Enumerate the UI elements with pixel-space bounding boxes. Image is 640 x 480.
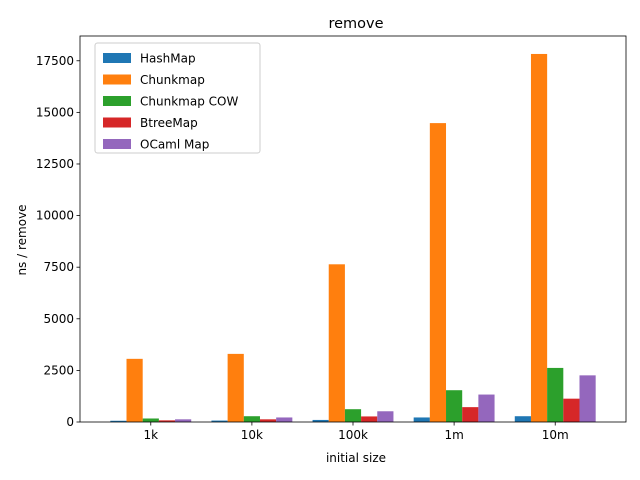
chart-title: remove [328,16,383,32]
y-axis-label: ns / remove [15,204,29,275]
x-tick-label-10m: 10m [542,428,569,442]
legend-swatch-chunkmap-cow [103,96,131,106]
legend-box [94,42,261,154]
bar-chunkmap-100k [328,264,345,422]
plot-area: 1k 10k 100k 1m 10m 0 2500 5000 7500 10000 12500 150… [36,35,627,442]
legend-swatch-hashmap [103,53,131,63]
legend-swatch-chunkmap [103,74,131,85]
bar-btreemap-100k [361,416,378,422]
legend-swatch-ocaml-map [103,139,131,149]
y-tick-label-17500: 17500 [36,54,74,68]
y-tick-label-0: 0 [66,415,74,429]
y-tick-label-2500: 2500 [43,363,74,377]
bar-btreemap-1m [462,407,479,422]
bar-chunkmap-10m [530,53,548,423]
x-tick-label-1k: 1k [143,428,158,442]
legend-label-btreemap: BtreeMap [140,116,198,130]
x-tick-label-1m: 1m [444,428,463,442]
y-tick-label-7500: 7500 [43,260,74,274]
bar-chunkmap-cow-1k [142,418,159,422]
bar-hashmap-1m [413,417,430,422]
y-tick-label-15000: 15000 [36,105,74,119]
bar-ocaml-map-10m [579,375,596,422]
bar-chunkmap-1k [126,358,143,422]
y-tick-label-12500: 12500 [36,157,74,171]
bar-chunkmap-1m [429,123,447,423]
legend-swatch-btreemap [103,117,131,128]
y-tick-label-5000: 5000 [43,312,74,326]
bar-hashmap-10m [514,416,531,422]
bar-hashmap-1k [110,420,127,422]
bar-hashmap-100k [312,419,329,422]
bar-btreemap-10m [563,398,580,422]
x-tick-label-100k: 100k [338,428,368,442]
bar-ocaml-map-1k [175,419,192,422]
x-tick-label-10k: 10k [241,428,263,442]
legend-label-chunkmap: Chunkmap [140,73,205,87]
y-tick-label-10000: 10000 [36,209,74,223]
legend-label-ocaml-map: OCaml Map [140,138,209,152]
legend: HashMap Chunkmap Chunkmap COW BtreeMap OCaml… [94,42,261,154]
bar-hashmap-10k [211,420,228,422]
bar-ocaml-map-100k [377,411,394,422]
bar-chunkmap-cow-10m [547,367,564,422]
bar-chunkmap-10k [227,353,244,422]
bar-chunkmap-cow-10k [243,416,260,422]
bar-chunkmap-cow-1m [446,390,463,422]
bar-ocaml-map-10k [276,417,293,422]
bar-chunkmap-cow-100k [344,409,362,422]
x-axis-label: initial size [326,451,386,465]
legend-label-hashmap: HashMap [140,52,196,66]
bar-btreemap-10k [259,419,277,422]
bar-btreemap-1k [158,420,176,422]
bar-ocaml-map-1m [478,394,495,422]
legend-label-chunkmap-cow: Chunkmap COW [140,95,238,109]
